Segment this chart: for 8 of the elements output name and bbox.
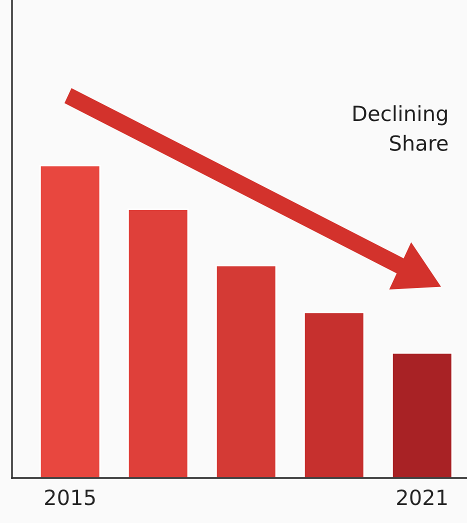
x-tick-label: 2021 bbox=[397, 489, 447, 506]
x-tick-label: 2015 bbox=[45, 489, 95, 506]
bar bbox=[392, 352, 453, 478]
bar bbox=[303, 312, 365, 478]
bar bbox=[39, 164, 101, 478]
text: Declining Share bbox=[354, 105, 448, 151]
bar bbox=[127, 208, 189, 478]
bar bbox=[215, 264, 277, 478]
